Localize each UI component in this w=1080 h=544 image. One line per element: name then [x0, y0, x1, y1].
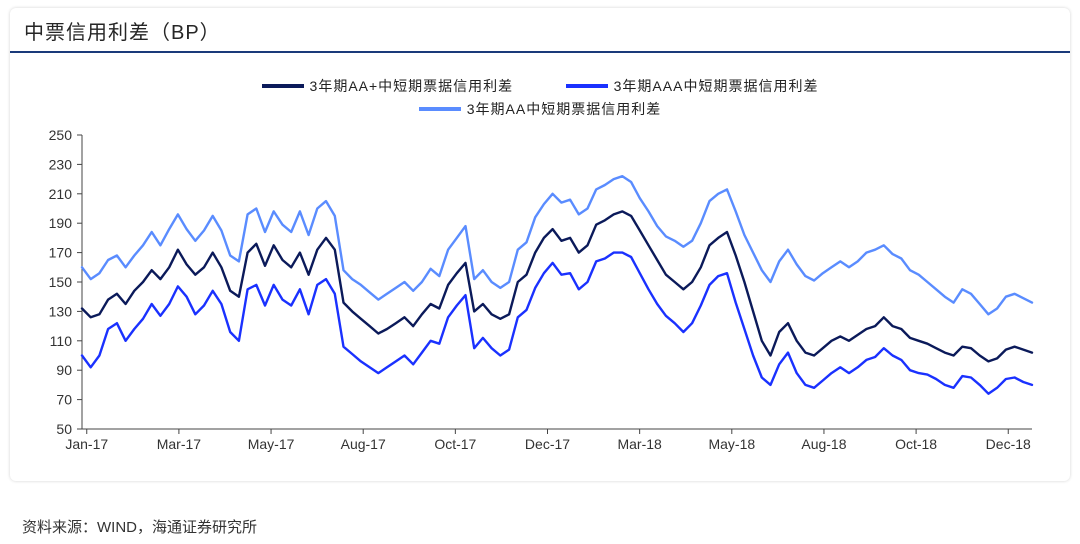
- title-bar: 中票信用利差（BP）: [10, 8, 1070, 53]
- legend-swatch-2: [419, 107, 461, 111]
- svg-text:130: 130: [49, 303, 73, 319]
- svg-text:Mar-18: Mar-18: [617, 436, 662, 452]
- svg-text:150: 150: [49, 274, 73, 290]
- svg-text:50: 50: [56, 421, 72, 437]
- svg-text:May-17: May-17: [248, 436, 295, 452]
- svg-text:Dec-17: Dec-17: [525, 436, 570, 452]
- svg-text:Jan-17: Jan-17: [65, 436, 108, 452]
- chart-plot-area: 50 70 90 110 130 150 170 190 210 230 250 Jan-17 Mar-…: [10, 129, 1070, 481]
- svg-text:Oct-18: Oct-18: [895, 436, 937, 452]
- legend-item-1: 3年期AAA中短期票据信用利差: [566, 76, 819, 96]
- svg-text:Oct-17: Oct-17: [434, 436, 476, 452]
- svg-text:170: 170: [49, 245, 73, 261]
- line-chart-svg: 50 70 90 110 130 150 170 190 210 230 250 Jan-17 Mar-…: [34, 129, 1046, 463]
- legend-label-1: 3年期AAA中短期票据信用利差: [614, 76, 819, 96]
- svg-text:May-18: May-18: [708, 436, 755, 452]
- chart-card: 中票信用利差（BP） 3年期AA+中短期票据信用利差 3年期AAA中短期票据信用…: [10, 8, 1070, 481]
- svg-text:Aug-17: Aug-17: [341, 436, 386, 452]
- svg-text:70: 70: [56, 392, 72, 408]
- svg-text:Mar-17: Mar-17: [157, 436, 202, 452]
- svg-text:Aug-18: Aug-18: [801, 436, 846, 452]
- legend: 3年期AA+中短期票据信用利差 3年期AAA中短期票据信用利差 3年期AA中短期…: [10, 53, 1070, 129]
- svg-text:Dec-18: Dec-18: [986, 436, 1031, 452]
- svg-text:210: 210: [49, 186, 73, 202]
- svg-text:90: 90: [56, 362, 72, 378]
- chart-title: 中票信用利差（BP）: [24, 22, 221, 44]
- legend-label-0: 3年期AA+中短期票据信用利差: [310, 76, 514, 96]
- legend-row-1: 3年期AA+中短期票据信用利差 3年期AAA中短期票据信用利差: [10, 75, 1070, 96]
- svg-text:230: 230: [49, 156, 73, 172]
- svg-text:110: 110: [50, 333, 73, 349]
- svg-text:250: 250: [49, 129, 73, 143]
- legend-swatch-1: [566, 84, 608, 88]
- source-attribution: 资料来源：WIND，海通证券研究所: [10, 506, 263, 537]
- svg-text:190: 190: [49, 215, 73, 231]
- legend-item-0: 3年期AA+中短期票据信用利差: [262, 76, 514, 96]
- legend-row-2: 3年期AA中短期票据信用利差: [10, 98, 1070, 119]
- legend-item-2: 3年期AA中短期票据信用利差: [419, 99, 661, 119]
- legend-swatch-0: [262, 84, 304, 88]
- legend-label-2: 3年期AA中短期票据信用利差: [467, 99, 661, 119]
